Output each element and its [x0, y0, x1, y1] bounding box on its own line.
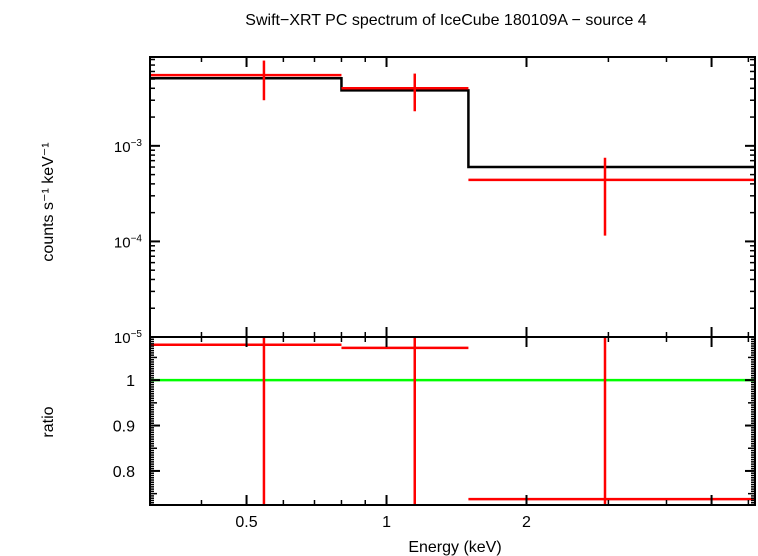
bottom-panel: 0.8 0.9 1 ratio: [40, 336, 756, 506]
top-panel-ylabel: counts s⁻¹ keV⁻¹: [40, 142, 57, 261]
top-y-tick-label: 10−5: [114, 329, 143, 347]
x-tick-labels: 0.5 1 2: [235, 514, 531, 531]
top-frame: [149, 56, 756, 338]
x-tick-label: 0.5: [235, 514, 257, 531]
top-y-tick-label: 10−3: [114, 138, 143, 156]
bottom-y-tick-label: 0.8: [113, 464, 135, 481]
x-tick-label: 1: [382, 514, 391, 531]
top-y-tick-label: 10−4: [114, 233, 143, 251]
bottom-panel-data: [150, 337, 755, 505]
x-tick-label: 2: [522, 514, 531, 531]
bottom-y-tick-label: 1: [126, 373, 135, 390]
chart-title: Swift−XRT PC spectrum of IceCube 180109A…: [245, 12, 647, 29]
top-panel-data: [150, 60, 755, 236]
bottom-panel-axes: 0.8 0.9 1: [113, 336, 756, 506]
bottom-y-tick-label: 0.9: [113, 419, 135, 436]
top-panel: 10−3 10−4 10−5 counts s⁻¹ keV⁻¹: [40, 56, 756, 347]
model-step-line: [150, 76, 755, 169]
bottom-panel-ylabel: ratio: [40, 406, 57, 437]
bottom-frame: [149, 336, 756, 506]
top-panel-axes: 10−3 10−4 10−5: [114, 56, 756, 347]
x-axis-label: Energy (keV): [408, 539, 501, 556]
